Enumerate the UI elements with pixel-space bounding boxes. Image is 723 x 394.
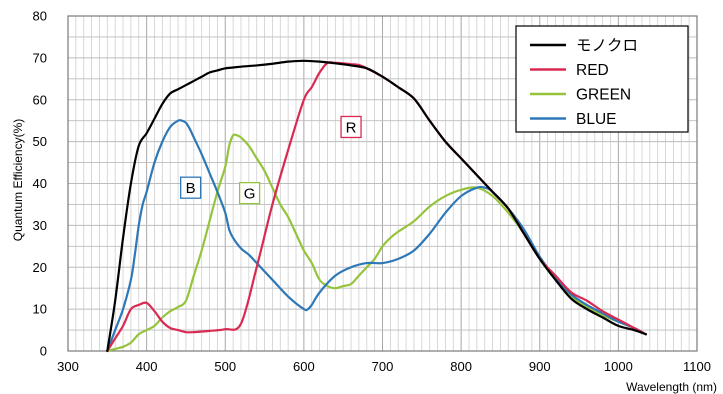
- legend-label-green: GREEN: [576, 87, 631, 104]
- x-tick-label: 400: [136, 359, 158, 374]
- x-tick-label: 800: [450, 359, 472, 374]
- x-tick-label: 700: [372, 359, 394, 374]
- legend-label-mono: モノクロ: [576, 37, 638, 55]
- y-tick-label: 0: [40, 344, 47, 359]
- x-tick-label: 900: [529, 359, 551, 374]
- annotation-box-b: [180, 176, 202, 199]
- axis-ticks: 300 400 500 600 700 800 900 1000 1100 0 10 20 30 40 50…: [33, 9, 711, 375]
- series-line-blue: [106, 119, 647, 353]
- y-axis-label: Quantum Efficiency(%): [11, 119, 25, 242]
- plot-frame: [67, 15, 698, 352]
- legend-label-red: RED: [576, 62, 609, 79]
- annotation-layer: R B G: [180, 115, 362, 205]
- y-tick-label: 40: [33, 176, 47, 191]
- series-line-mono: [106, 59, 647, 353]
- x-tick-label: 500: [214, 359, 236, 374]
- x-tick-label: 300: [57, 359, 79, 374]
- y-tick-label: 50: [33, 134, 47, 149]
- x-axis-label: Wavelength (nm): [626, 380, 717, 394]
- x-tick-label: 600: [293, 359, 315, 374]
- legend-box: [515, 25, 689, 133]
- x-tick-label: 1000: [604, 359, 633, 374]
- y-tick-label: 10: [33, 302, 47, 317]
- annotation-box-g: [238, 181, 261, 205]
- plot-border: [67, 15, 698, 352]
- y-tick-label: 30: [33, 218, 47, 233]
- annotation-label-b: B: [186, 180, 196, 197]
- annotation-label-g: G: [244, 186, 256, 203]
- y-tick-label: 70: [33, 50, 47, 65]
- annotation-label-r: R: [346, 119, 357, 136]
- series-line-green: [106, 133, 647, 353]
- legend: モノクロ RED GREEN BLUE: [515, 25, 689, 133]
- series-layer: [106, 59, 647, 353]
- y-tick-label: 60: [33, 92, 47, 107]
- y-tick-label: 80: [33, 9, 47, 24]
- legend-label-blue: BLUE: [576, 111, 617, 128]
- x-tick-label: 1100: [683, 359, 711, 374]
- y-tick-label: 20: [33, 260, 47, 275]
- annotation-box-r: [340, 115, 362, 139]
